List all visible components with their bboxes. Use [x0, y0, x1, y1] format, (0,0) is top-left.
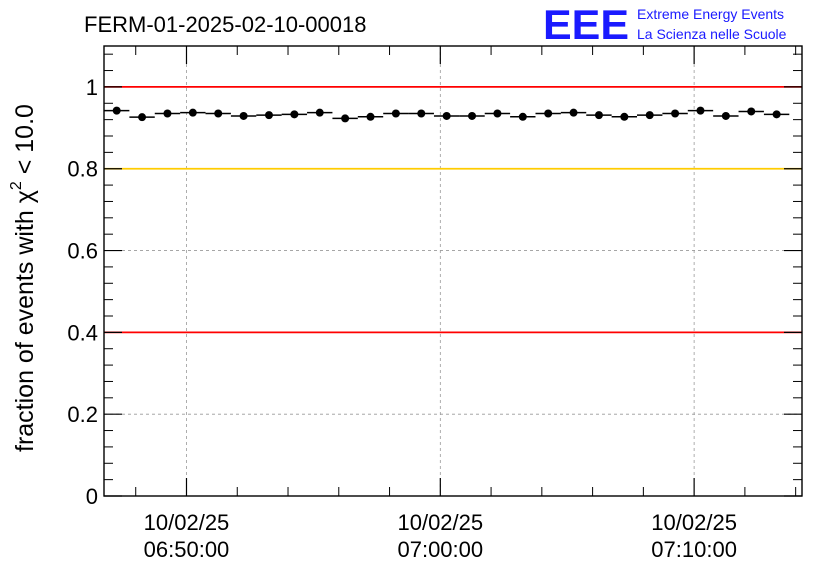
data-point	[620, 112, 629, 121]
data-point	[645, 111, 654, 120]
y-tick-labels: 0 0.2 0.4 0.6 0.8 1	[67, 75, 98, 509]
plot-frame	[103, 45, 803, 497]
data-point	[391, 109, 400, 118]
data-point	[747, 107, 756, 116]
x-tick-date: 10/02/25	[651, 510, 737, 535]
data-point	[518, 112, 527, 121]
y-tick-label: 0	[86, 484, 98, 509]
data-point	[721, 111, 730, 120]
y-tick-label: 0.8	[67, 157, 98, 182]
x-tick-date: 10/02/25	[397, 510, 483, 535]
data-point	[544, 109, 553, 118]
data-point	[264, 111, 273, 120]
data-point	[569, 108, 578, 117]
x-tick-time: 07:10:00	[651, 537, 737, 562]
data-point	[315, 108, 324, 117]
x-tick-time: 06:50:00	[144, 537, 230, 562]
y-tick-label: 0.2	[67, 402, 98, 427]
data-point	[468, 111, 477, 120]
data-points	[104, 106, 790, 123]
data-point	[594, 111, 603, 120]
data-point	[290, 110, 299, 119]
data-point	[772, 110, 781, 119]
data-point	[112, 106, 121, 115]
data-point	[214, 109, 223, 118]
data-point	[417, 109, 426, 118]
logo-line-1: Extreme Energy Events	[637, 6, 784, 22]
logo-line-2: La Scienza nelle Scuole	[637, 26, 787, 42]
x-tick-labels: 10/02/2506:50:0010/02/2507:00:0010/02/25…	[144, 510, 737, 562]
eee-logo: EEE Extreme Energy Events La Scienza nel…	[543, 1, 787, 48]
y-tick-label: 0.6	[67, 239, 98, 264]
data-point	[671, 109, 680, 118]
data-point	[138, 113, 147, 122]
x-tick-time: 07:00:00	[397, 537, 483, 562]
data-point	[493, 109, 502, 118]
data-point	[366, 112, 375, 121]
data-point	[239, 111, 248, 120]
x-tick-date: 10/02/25	[144, 510, 230, 535]
data-point	[163, 109, 172, 118]
data-point	[188, 108, 197, 117]
y-tick-label: 0.4	[67, 320, 98, 345]
y-axis-label: fraction of events with χ2 < 10.0	[8, 104, 39, 452]
y-tick-label: 1	[86, 75, 98, 100]
axis-ticks	[104, 46, 802, 497]
data-point	[341, 114, 350, 123]
data-point	[442, 111, 451, 120]
run-title: FERM-01-2025-02-10-00018	[84, 12, 367, 37]
eee-logo-mark: EEE	[543, 1, 629, 48]
reference-lines	[104, 86, 802, 334]
data-point	[696, 106, 705, 115]
